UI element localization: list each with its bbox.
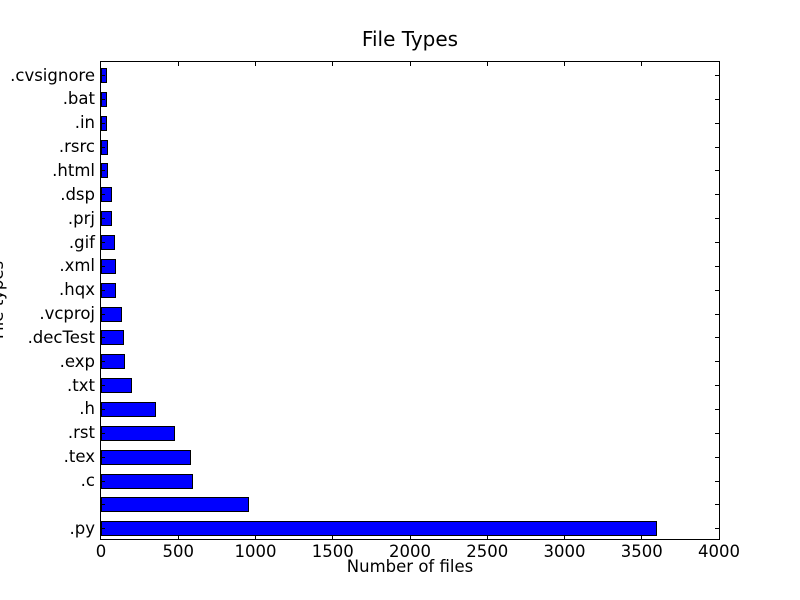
x-tick-bottom-2500 — [486, 535, 488, 539]
bar-tex — [101, 449, 191, 465]
x-tick-bottom-500 — [177, 535, 179, 539]
plot-area — [100, 61, 720, 540]
y-tick-right-c — [715, 480, 719, 482]
y-tick-right-in — [715, 122, 719, 124]
y-tick-left-txt — [101, 385, 105, 387]
y-tick-left-gif — [101, 242, 105, 243]
y-tick-right-py — [715, 528, 719, 530]
chart-title: File Types — [361, 27, 459, 51]
y-tick-left-in — [101, 122, 105, 124]
y-tick-right-txt — [715, 385, 719, 387]
y-tick-left-blank-18 — [101, 504, 105, 506]
x-tick-bottom-1000 — [255, 535, 256, 539]
y-tick-label-prj: .prj — [67, 208, 95, 228]
bar-h — [101, 401, 156, 417]
x-tick-bottom-1500 — [332, 535, 334, 539]
bar-rst — [101, 425, 175, 441]
y-tick-left-tex — [101, 456, 105, 458]
bar-txt — [101, 378, 132, 394]
y-tick-label-exp: .exp — [59, 351, 95, 371]
y-tick-right-xml — [715, 265, 719, 267]
y-tick-label-in: .in — [74, 113, 95, 133]
y-tick-left-xml — [101, 265, 105, 267]
bar-c — [101, 473, 193, 489]
x-tick-top-2000 — [409, 62, 411, 66]
x-axis-label: Number of files — [346, 557, 474, 576]
y-tick-label-txt: .txt — [67, 375, 95, 395]
y-tick-label-html: .html — [52, 160, 95, 180]
x-tick-bottom-3000 — [564, 535, 565, 539]
x-tick-label-2500: 2500 — [466, 542, 509, 561]
x-tick-label-2000: 2000 — [389, 542, 431, 561]
x-tick-label-4000: 4000 — [698, 542, 740, 561]
x-tick-label-1000: 1000 — [234, 542, 277, 561]
y-tick-right-prj — [715, 218, 719, 220]
y-tick-right-cvsignore — [715, 75, 719, 76]
y-tick-label-gif: .gif — [68, 232, 95, 252]
y-tick-left-exp — [101, 361, 105, 363]
x-tick-top-3500 — [641, 62, 643, 66]
y-tick-left-rst — [101, 432, 105, 434]
y-tick-label-hqx: .hqx — [59, 280, 95, 300]
y-tick-right-bat — [715, 98, 719, 100]
x-tick-label-1500: 1500 — [311, 542, 354, 561]
y-tick-right-html — [715, 170, 719, 172]
y-tick-label-bat: .bat — [62, 89, 95, 109]
y-tick-label-cvsignore: .cvsignore — [10, 65, 95, 85]
y-tick-left-vcproj — [101, 313, 105, 315]
bar-py — [101, 521, 657, 537]
x-tick-label-0: 0 — [95, 542, 107, 561]
y-tick-left-c — [101, 480, 105, 482]
x-tick-top-1500 — [332, 62, 334, 66]
y-tick-label-xml: .xml — [59, 256, 95, 276]
y-tick-label-py: .py — [69, 518, 95, 538]
y-tick-left-bat — [101, 98, 105, 100]
y-tick-right-rst — [715, 432, 719, 434]
y-tick-label-c: .c — [80, 471, 95, 490]
bar-blank-18 — [101, 497, 249, 513]
y-tick-left-rsrc — [101, 146, 105, 148]
y-tick-right-vcproj — [715, 313, 719, 315]
y-tick-label-rsrc: .rsrc — [58, 137, 95, 157]
y-tick-right-gif — [715, 242, 719, 243]
y-tick-right-decTest — [715, 337, 719, 339]
x-tick-top-500 — [177, 62, 179, 66]
x-tick-top-2500 — [486, 62, 488, 66]
y-tick-left-decTest — [101, 337, 105, 339]
y-tick-left-prj — [101, 218, 105, 220]
y-tick-right-rsrc — [715, 146, 719, 148]
y-tick-left-dsp — [101, 194, 105, 196]
x-tick-bottom-2000 — [409, 535, 411, 539]
y-tick-label-tex: .tex — [63, 447, 95, 467]
y-tick-right-exp — [715, 361, 719, 363]
y-tick-left-html — [101, 170, 105, 172]
y-tick-left-hqx — [101, 289, 105, 291]
y-tick-label-decTest: .decTest — [27, 327, 95, 347]
y-tick-right-dsp — [715, 194, 719, 196]
y-tick-right-hqx — [715, 289, 719, 291]
y-tick-left-cvsignore — [101, 75, 105, 76]
y-tick-right-blank-18 — [715, 504, 719, 506]
x-tick-top-3000 — [564, 62, 565, 66]
y-tick-right-h — [715, 408, 719, 410]
y-tick-left-py — [101, 528, 105, 530]
y-tick-label-rst: .rst — [67, 423, 95, 443]
x-tick-top-1000 — [255, 62, 256, 66]
x-tick-label-3500: 3500 — [620, 542, 663, 561]
y-tick-label-dsp: .dsp — [60, 184, 95, 204]
y-tick-right-tex — [715, 456, 719, 458]
y-tick-label-vcproj: .vcproj — [39, 304, 95, 323]
x-tick-label-3000: 3000 — [543, 542, 586, 561]
x-tick-bottom-3500 — [641, 535, 643, 539]
y-tick-left-h — [101, 408, 105, 410]
x-tick-label-500: 500 — [162, 542, 195, 561]
y-tick-label-h: .h — [79, 399, 95, 419]
